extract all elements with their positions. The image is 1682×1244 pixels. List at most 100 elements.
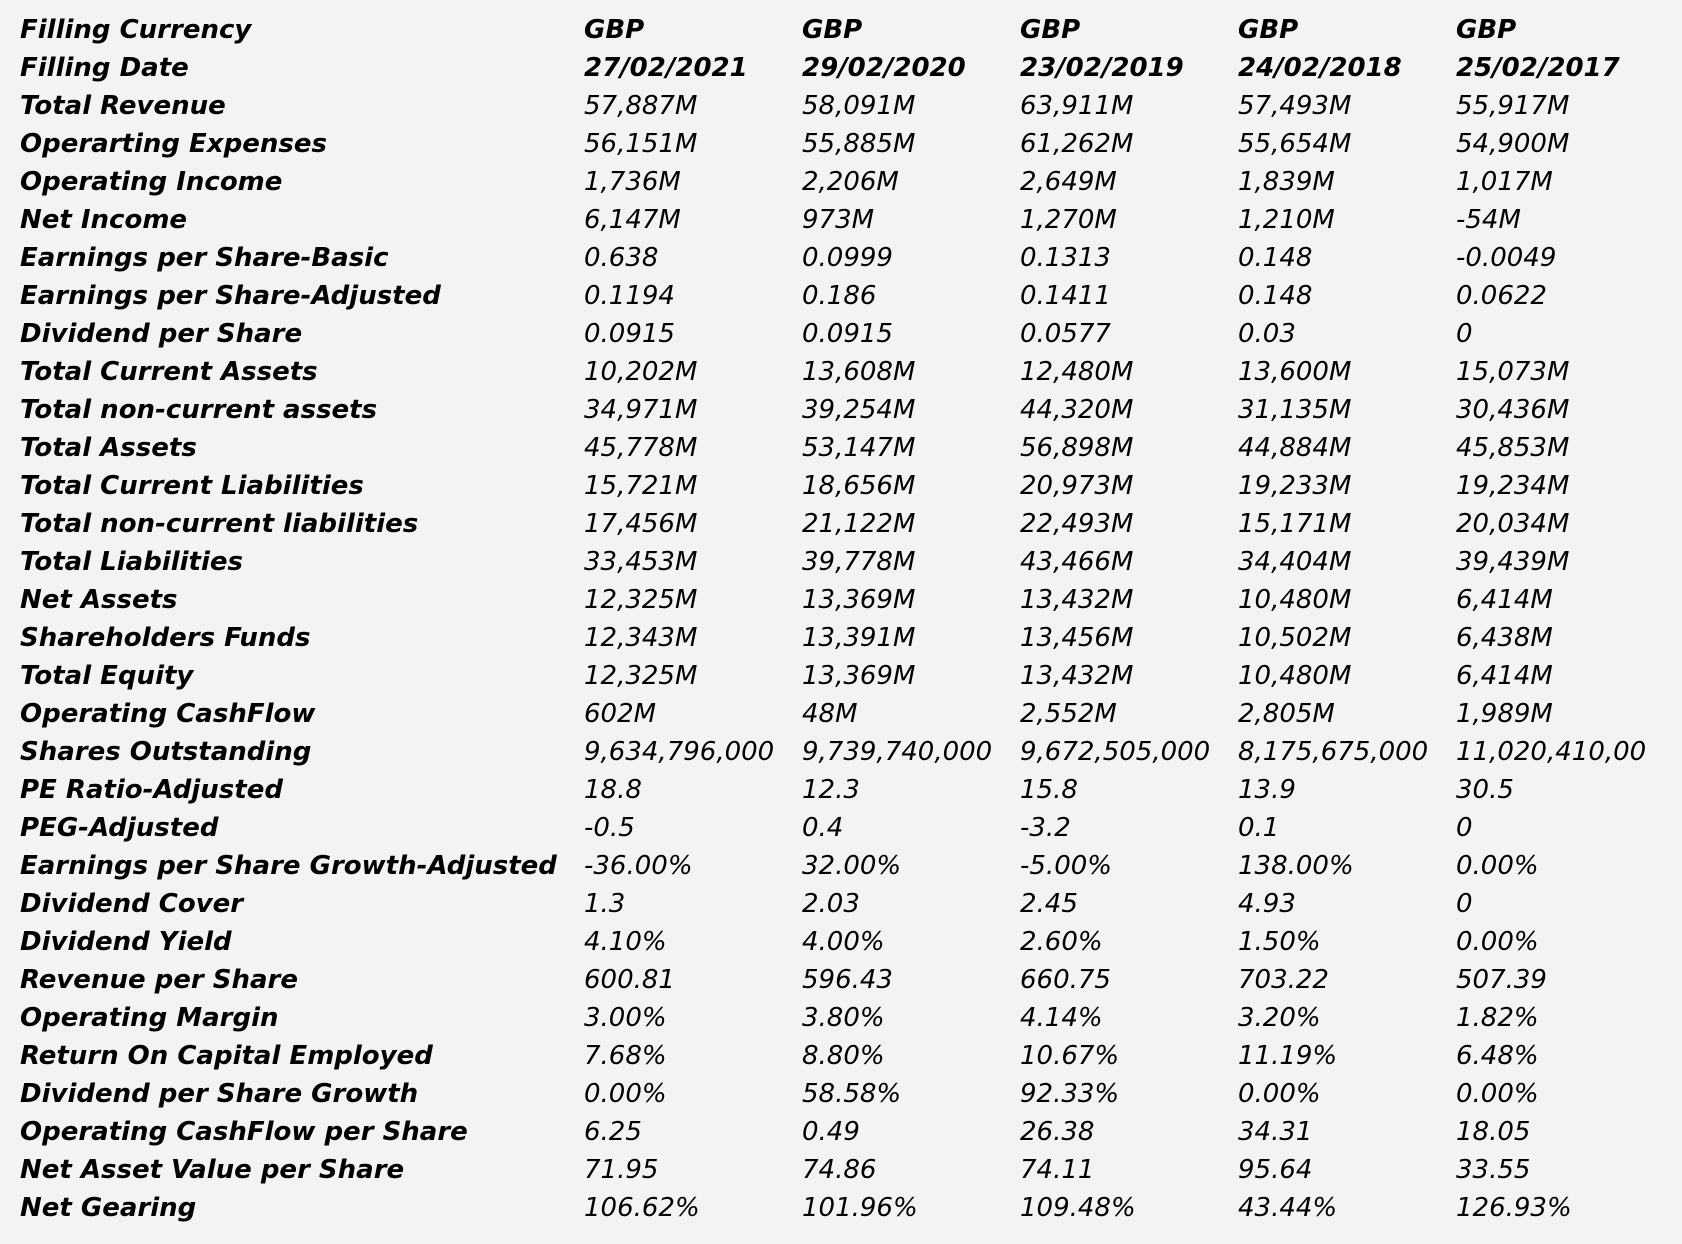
table-row-dividend-cover: Dividend Cover 1.3 2.03 2.45 4.93 0 [20, 885, 1660, 923]
table-cell: -36.00% [584, 851, 693, 881]
table-cell: 0.1 [1238, 813, 1280, 843]
row-label: Return On Capital Employed [20, 1041, 433, 1071]
table-cell: 34.31 [1238, 1117, 1313, 1147]
table-cell: 2.60% [1020, 927, 1103, 957]
table-row-peg-adjusted: PEG-Adjusted -0.5 0.4 -3.2 0.1 0 [20, 809, 1660, 847]
table-row-shareholders-funds: Shareholders Funds 12,343M 13,391M 13,456M 1… [20, 619, 1660, 657]
table-cell: 18.05 [1456, 1117, 1531, 1147]
table-cell: 71.95 [584, 1155, 659, 1185]
row-label: Dividend Yield [20, 927, 232, 957]
table-cell: 0.1313 [1020, 243, 1111, 273]
row-label: Operating Margin [20, 1003, 279, 1033]
table-cell: 19,233M [1238, 471, 1352, 501]
table-cell: 2,805M [1238, 699, 1335, 729]
table-cell: -0.0049 [1456, 243, 1557, 273]
table-cell: 0 [1456, 813, 1473, 843]
table-cell: 13,608M [802, 357, 916, 387]
table-row-earnings-per-share-growth-adjusted: Earnings per Share Growth-Adjusted -36.00… [20, 847, 1660, 885]
row-label: Filling Date [20, 53, 189, 83]
table-cell: 12,325M [584, 661, 698, 691]
table-cell: 6.48% [1456, 1041, 1539, 1071]
table-cell: 1,210M [1238, 205, 1335, 235]
table-cell: 600.81 [584, 965, 675, 995]
header-row-filling-currency: Filling Currency GBP GBP GBP GBP GBP [20, 11, 1660, 49]
table-cell: 20,034M [1456, 509, 1570, 539]
table-cell: 0.0999 [802, 243, 893, 273]
table-cell: 61,262M [1020, 129, 1134, 159]
header-value: 29/02/2020 [802, 53, 966, 83]
row-label: Operating Income [20, 167, 283, 197]
table-cell: 10,480M [1238, 661, 1352, 691]
table-cell: 33,453M [584, 547, 698, 577]
table-cell: 1.50% [1238, 927, 1321, 957]
table-row-dividend-per-share: Dividend per Share 0.0915 0.0915 0.0577 0.03… [20, 315, 1660, 353]
row-label: Dividend per Share Growth [20, 1079, 419, 1109]
table-cell: 6,414M [1456, 661, 1553, 691]
row-label: Total Current Liabilities [20, 471, 364, 501]
table-cell: 19,234M [1456, 471, 1570, 501]
table-cell: 13.9 [1238, 775, 1296, 805]
table-cell: 74.86 [802, 1155, 877, 1185]
row-label: PE Ratio-Adjusted [20, 775, 283, 805]
row-label: Earnings per Share-Basic [20, 243, 389, 273]
row-label: Net Income [20, 205, 188, 235]
table-cell: 3.80% [802, 1003, 885, 1033]
header-value: 27/02/2021 [584, 53, 748, 83]
table-cell: 55,917M [1456, 91, 1570, 121]
table-row-total-equity: Total Equity 12,325M 13,369M 13,432M 10,480M… [20, 657, 1660, 695]
header-value: GBP [1238, 15, 1299, 45]
table-cell: 0.00% [1238, 1079, 1321, 1109]
table-cell: 4.93 [1238, 889, 1296, 919]
table-cell: 39,778M [802, 547, 916, 577]
table-cell: 0.00% [1456, 927, 1539, 957]
row-label: Total Equity [20, 661, 194, 691]
table-cell: 1,270M [1020, 205, 1117, 235]
row-label: Total non-current liabilities [20, 509, 419, 539]
table-cell: 57,887M [584, 91, 698, 121]
table-cell: 13,600M [1238, 357, 1352, 387]
table-cell: 3.20% [1238, 1003, 1321, 1033]
row-label: Filling Currency [20, 15, 252, 45]
table-cell: 26.38 [1020, 1117, 1095, 1147]
table-cell: 10,480M [1238, 585, 1352, 615]
table-cell: 660.75 [1020, 965, 1111, 995]
table-cell: 9,634,796,000 [584, 737, 775, 767]
table-cell: 21,122M [802, 509, 916, 539]
table-cell: 0.1411 [1020, 281, 1111, 311]
row-label: Total non-current assets [20, 395, 378, 425]
table-cell: 31,135M [1238, 395, 1352, 425]
header-value: GBP [802, 15, 863, 45]
table-cell: 15,073M [1456, 357, 1570, 387]
table-row-revenue-per-share: Revenue per Share 600.81 596.43 660.75 703.2… [20, 961, 1660, 999]
table-cell: 48M [802, 699, 858, 729]
table-cell: 45,853M [1456, 433, 1570, 463]
table-cell: 1,839M [1238, 167, 1335, 197]
table-cell: 8.80% [802, 1041, 885, 1071]
table-cell: 0.148 [1238, 243, 1313, 273]
table-cell: 0.49 [802, 1117, 860, 1147]
table-cell: 10,502M [1238, 623, 1352, 653]
table-cell: 44,884M [1238, 433, 1352, 463]
row-label: Shares Outstanding [20, 737, 312, 767]
table-row-return-on-capital-employed: Return On Capital Employed 7.68% 8.80% 10.6… [20, 1037, 1660, 1075]
table-row-total-liabilities: Total Liabilities 33,453M 39,778M 43,466M 34… [20, 543, 1660, 581]
table-cell: 13,456M [1020, 623, 1134, 653]
table-row-net-gearing: Net Gearing 106.62% 101.96% 109.48% 43.44% 12… [20, 1189, 1660, 1227]
table-cell: 15,721M [584, 471, 698, 501]
table-row-total-non-current-liabilities: Total non-current liabilities 17,456M 21,1… [20, 505, 1660, 543]
table-cell: 0.00% [584, 1079, 667, 1109]
table-cell: 0.0915 [802, 319, 893, 349]
row-label: Total Revenue [20, 91, 226, 121]
table-cell: 0.186 [802, 281, 877, 311]
table-cell: 43,466M [1020, 547, 1134, 577]
table-cell: -54M [1456, 205, 1521, 235]
table-row-operating-cashflow-per-share: Operating CashFlow per Share 6.25 0.49 26.3… [20, 1113, 1660, 1151]
row-label: Dividend per Share [20, 319, 303, 349]
table-cell: 18,656M [802, 471, 916, 501]
header-value: 25/02/2017 [1456, 53, 1620, 83]
table-row-pe-ratio-adjusted: PE Ratio-Adjusted 18.8 12.3 15.8 13.9 30.5 [20, 771, 1660, 809]
table-cell: 13,391M [802, 623, 916, 653]
table-cell: 0.148 [1238, 281, 1313, 311]
row-label: Revenue per Share [20, 965, 299, 995]
table-cell: 17,456M [584, 509, 698, 539]
